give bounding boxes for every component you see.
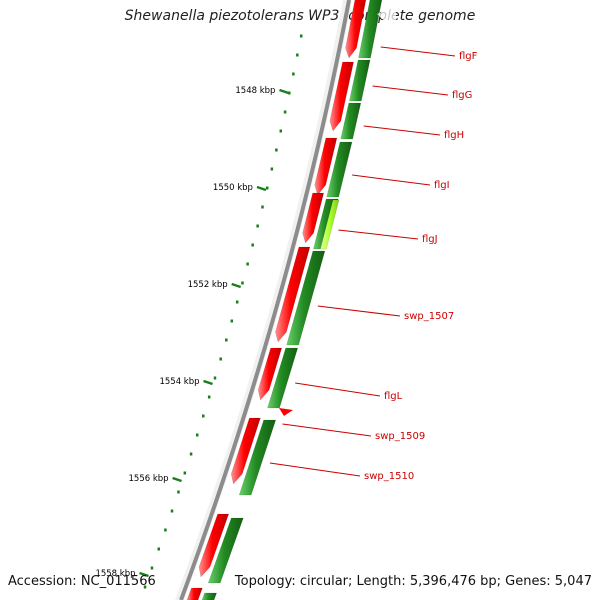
highlighted-gene-bar (320, 199, 340, 250)
ruler-dot (246, 262, 249, 266)
reverse-gene-bar (286, 250, 326, 346)
ruler-dot (195, 433, 199, 437)
reverse-gene-bar (326, 141, 353, 198)
gene-label: flgH (444, 130, 464, 141)
forward-gene-arrow (257, 347, 283, 401)
reverse-gene-bar (207, 517, 244, 584)
ruler-tick-label: 1554 kbp (159, 377, 199, 387)
ruler-dot (157, 547, 160, 551)
gene-leader-line (295, 382, 381, 397)
reverse-gene-bar (348, 59, 371, 102)
ruler-tick (231, 282, 242, 289)
ruler-dot (275, 148, 278, 152)
ruler-dot (279, 129, 283, 133)
ruler-tick-label: 1548 kbp (235, 86, 275, 96)
gene-leader-line (317, 305, 401, 317)
reverse-gene-bar (340, 102, 362, 140)
gene-leader-line (338, 229, 419, 240)
gene-leader-line (282, 423, 372, 437)
forward-gene-arrow (279, 408, 293, 416)
ruler-dot (235, 300, 239, 304)
forward-gene-arrow (275, 246, 311, 343)
ruler-dot (164, 528, 167, 532)
gene-label: flgJ (422, 234, 438, 245)
forward-gene-arrow (198, 513, 230, 578)
ruler-dot (270, 167, 274, 171)
ruler-dot (170, 509, 174, 513)
ruler-dot (177, 490, 180, 494)
ruler-tick (172, 476, 182, 483)
ruler-dot (292, 72, 295, 76)
ruler-dot (251, 243, 254, 247)
forward-gene-arrow (302, 192, 325, 244)
ruler-dot (225, 338, 228, 342)
forward-gene-arrow (329, 61, 354, 132)
ruler-dot (207, 395, 211, 399)
ruler-dot (283, 110, 287, 114)
backbone-line (179, 0, 351, 600)
ruler-tick-label: 1556 kbp (129, 474, 169, 484)
ruler-dot (202, 414, 205, 418)
gene-leader-line (372, 85, 449, 96)
gene-leader-line (380, 46, 456, 57)
accession-label: Accession: NC_011566 (8, 574, 156, 589)
forward-gene-arrow (345, 0, 367, 59)
ruler-dot (261, 205, 264, 209)
ruler-dot (265, 186, 269, 190)
ruler-dot (219, 357, 222, 361)
ruler-dot (241, 281, 244, 285)
forward-gene-arrow (314, 137, 338, 196)
reverse-gene-bar (238, 419, 277, 496)
ruler-tick (139, 571, 149, 578)
gene-label: swp_1510 (364, 471, 414, 482)
ruler-tick-label: 1550 kbp (213, 183, 253, 193)
backbone-shadow (175, 0, 352, 600)
gene-leader-line (363, 125, 441, 136)
gene-label: swp_1507 (404, 311, 454, 322)
ruler-dot (150, 566, 154, 570)
gene-label: flgG (452, 90, 472, 101)
ruler-tick-label: 1558 kbp (95, 569, 135, 579)
label-halo (377, 6, 396, 32)
reverse-gene-bar (201, 592, 217, 600)
gene-leader-line (352, 174, 431, 186)
ruler-dot (299, 34, 303, 38)
ruler-dot (213, 376, 217, 380)
ruler-dot (230, 319, 234, 323)
ruler-tick (203, 379, 213, 386)
reverse-gene-bar (267, 347, 299, 409)
ruler-tick-label: 1552 kbp (188, 280, 228, 290)
ruler-tick (279, 88, 289, 95)
forward-gene-arrow (186, 587, 203, 600)
ruler-dot (183, 471, 187, 475)
gene-label: flgI (434, 180, 450, 191)
genome-summary: Topology: circular; Length: 5,396,476 bp… (234, 574, 592, 589)
forward-gene-arrow (230, 417, 261, 485)
ruler-dot (296, 53, 299, 57)
gene-label: flgL (384, 391, 403, 402)
ruler-dot (189, 452, 193, 456)
reverse-gene-bar (358, 0, 383, 59)
gene-label: flgF (459, 51, 478, 62)
ruler-dot (288, 91, 291, 95)
gene-label: swp_1509 (375, 431, 425, 442)
ruler-dot (256, 224, 259, 228)
gene-leader-line (269, 462, 361, 477)
ruler-tick (256, 185, 267, 192)
ruler-dot (143, 585, 147, 589)
